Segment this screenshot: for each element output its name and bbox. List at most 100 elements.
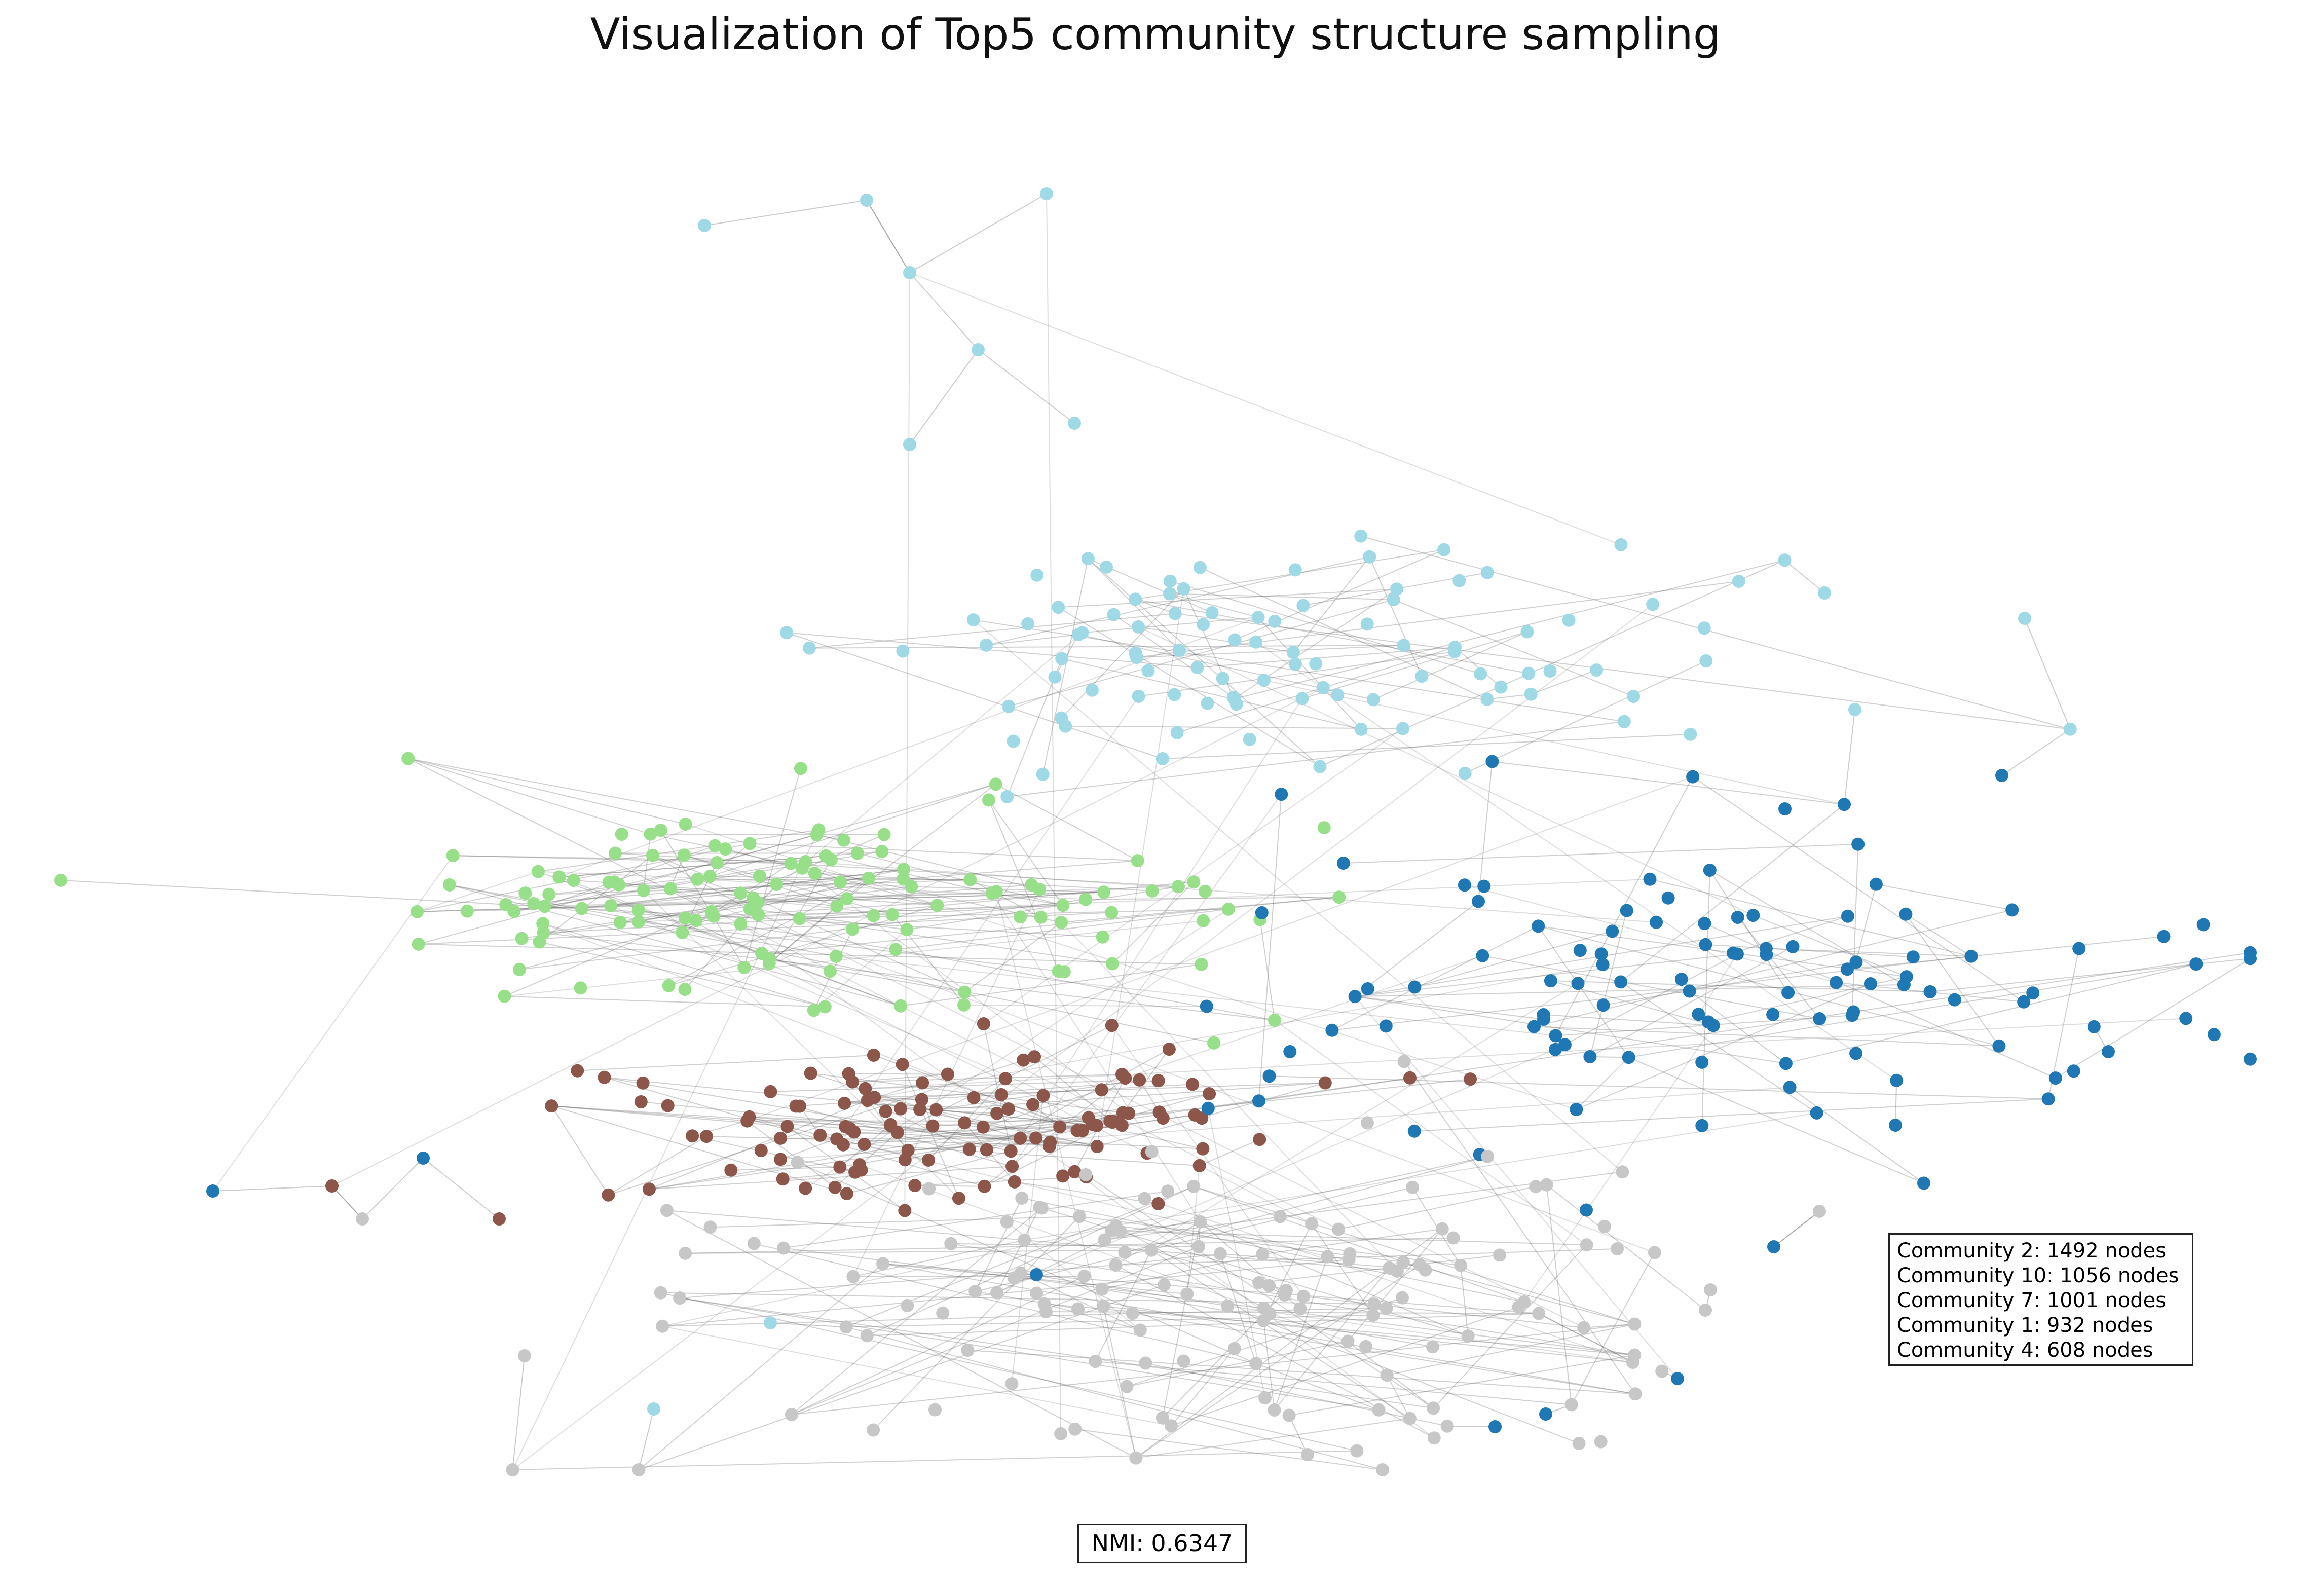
edge	[1082, 617, 1258, 634]
graph-node	[1397, 1055, 1411, 1068]
graph-node	[1354, 529, 1368, 543]
edge	[975, 1198, 1023, 1292]
edge	[786, 632, 1163, 759]
graph-node	[990, 1286, 1003, 1300]
edge	[843, 1117, 1089, 1145]
edge	[538, 871, 912, 887]
edge	[1259, 919, 1275, 1021]
graph-node	[1151, 1074, 1165, 1088]
edge	[1227, 1305, 1633, 1363]
graph-node	[613, 915, 627, 929]
graph-node	[1034, 910, 1048, 924]
graph-node	[1138, 1192, 1151, 1205]
graph-node	[1095, 1282, 1109, 1296]
graph-node	[793, 912, 806, 925]
edge	[1369, 556, 1423, 677]
edge	[418, 943, 1202, 965]
graph-node	[839, 1320, 853, 1334]
graph-node	[751, 896, 765, 909]
graph-node	[908, 1179, 922, 1193]
graph-node	[676, 925, 689, 939]
graph-node	[1810, 1106, 1823, 1120]
edge	[873, 1216, 1080, 1431]
edge	[769, 958, 965, 993]
edge	[1058, 607, 1321, 767]
graph-node	[206, 1184, 219, 1198]
edge	[549, 876, 711, 895]
edge	[539, 855, 653, 943]
graph-node	[1427, 1431, 1441, 1445]
graph-node	[1760, 948, 1773, 961]
graph-node	[958, 1116, 972, 1130]
graph-node	[637, 884, 650, 897]
edge	[768, 859, 832, 964]
graph-node	[604, 899, 618, 913]
graph-node	[515, 932, 529, 945]
graph-node	[1390, 1264, 1404, 1278]
graph-node	[1301, 1448, 1314, 1461]
graph-node	[1085, 683, 1099, 697]
graph-node	[1098, 1233, 1111, 1247]
graph-node	[1477, 879, 1491, 893]
edge	[1589, 946, 1793, 1057]
edge	[820, 1134, 1328, 1257]
graph-node	[1396, 722, 1409, 735]
edge	[662, 1225, 1116, 1327]
graph-node	[2244, 1052, 2257, 1066]
graph-node	[1187, 1179, 1201, 1193]
graph-node	[699, 1130, 713, 1143]
graph-node	[1072, 1210, 1086, 1223]
graph-node	[1332, 1222, 1346, 1236]
graph-node	[2041, 1092, 2055, 1106]
graph-node	[1197, 618, 1210, 632]
graph-node	[1350, 1444, 1364, 1458]
edge	[1531, 670, 1597, 695]
graph-node	[1520, 625, 1534, 639]
graph-node	[753, 869, 766, 883]
graph-node	[1145, 1145, 1159, 1159]
graph-node	[1472, 895, 1485, 908]
graph-node	[813, 1128, 827, 1142]
edge	[991, 893, 1201, 1222]
graph-node	[2196, 918, 2210, 932]
edge	[936, 1109, 1097, 1126]
graph-node	[941, 1067, 954, 1081]
edge	[1125, 955, 1483, 1079]
graph-node	[808, 867, 822, 880]
graph-node	[689, 914, 703, 927]
graph-node	[1105, 1019, 1119, 1032]
graph-node	[1275, 788, 1288, 801]
edge	[650, 833, 884, 835]
graph-node	[1139, 1356, 1152, 1370]
graph-node	[1201, 696, 1214, 710]
graph-node	[1474, 667, 1487, 681]
graph-node	[958, 985, 972, 999]
graph-node	[1055, 916, 1068, 929]
edge	[615, 852, 1179, 887]
graph-node	[1090, 1140, 1104, 1153]
graph-node	[644, 827, 657, 841]
graph-node	[1163, 587, 1176, 601]
graph-node	[799, 1181, 812, 1195]
graph-node	[2072, 942, 2086, 955]
edge	[857, 852, 1063, 906]
edge	[544, 886, 1179, 907]
graph-node	[734, 886, 748, 900]
graph-node	[615, 828, 628, 841]
graph-node	[1100, 560, 1113, 574]
edge	[903, 860, 1138, 880]
graph-node	[1727, 946, 1740, 960]
edge	[1689, 990, 1786, 1064]
edge	[1546, 1184, 1572, 1405]
graph-node	[1406, 1180, 1420, 1194]
graph-node	[1611, 1242, 1624, 1255]
graph-node	[1262, 1069, 1276, 1083]
graph-node	[1156, 752, 1169, 765]
edge	[1303, 1295, 1584, 1328]
graph-node	[1783, 1081, 1797, 1094]
graph-node	[1890, 1073, 1904, 1087]
edge	[1263, 1320, 1275, 1411]
graph-node	[824, 853, 838, 867]
graph-node	[1289, 657, 1302, 671]
graph-node	[612, 878, 625, 892]
